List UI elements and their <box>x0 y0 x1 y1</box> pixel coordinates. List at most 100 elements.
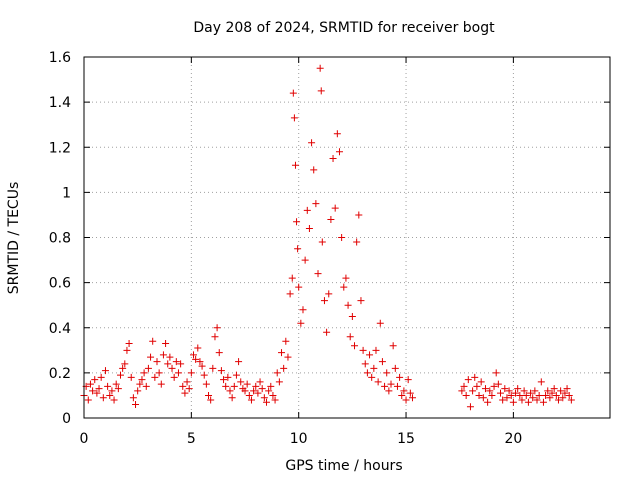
data-point <box>374 378 382 386</box>
data-point <box>170 373 178 381</box>
data-point <box>557 387 565 395</box>
x-axis-ticks: 0 5 10 15 20 <box>80 57 522 447</box>
data-point <box>290 114 298 122</box>
data-point <box>559 394 567 402</box>
data-point <box>260 394 268 402</box>
data-point <box>346 333 354 341</box>
data-point <box>331 204 339 212</box>
y-tick-label: 0 <box>62 411 71 427</box>
data-point <box>396 373 404 381</box>
data-point <box>149 337 157 345</box>
data-point <box>172 358 180 366</box>
data-point <box>393 382 401 390</box>
data-point <box>228 394 236 402</box>
data-point <box>269 391 277 399</box>
data-point <box>357 297 365 305</box>
data-point <box>471 373 479 381</box>
data-point <box>245 391 253 399</box>
data-point <box>230 382 238 390</box>
data-point <box>301 256 309 264</box>
data-point <box>462 391 470 399</box>
data-point <box>512 389 520 397</box>
data-point <box>162 340 170 348</box>
data-point <box>329 155 337 163</box>
data-point <box>492 369 500 377</box>
data-point <box>127 373 135 381</box>
y-tick-label: 1.6 <box>49 50 71 66</box>
data-point <box>353 238 361 246</box>
data-point <box>383 369 391 377</box>
y-axis-ticks: 0 0.2 0.4 0.6 0.8 1 1.2 1.4 1.6 <box>49 50 610 427</box>
data-point <box>295 283 303 291</box>
data-point <box>278 349 286 357</box>
data-point <box>376 319 384 327</box>
data-point <box>333 130 341 138</box>
data-point <box>389 342 397 350</box>
plot-frame <box>83 56 611 419</box>
data-point <box>305 224 313 232</box>
data-point <box>460 382 468 390</box>
data-point <box>159 351 167 359</box>
data-point <box>477 378 485 386</box>
data-point <box>189 351 197 359</box>
data-point <box>157 380 165 388</box>
data-point <box>494 380 502 388</box>
data-point <box>533 396 541 404</box>
data-point <box>567 396 575 404</box>
data-point <box>153 358 161 366</box>
data-point <box>267 382 275 390</box>
y-tick-label: 0.4 <box>49 321 71 337</box>
data-point <box>174 369 182 377</box>
data-point <box>125 340 133 348</box>
data-point <box>537 378 545 386</box>
data-point <box>288 274 296 282</box>
data-point <box>168 364 176 372</box>
data-point <box>323 328 331 336</box>
data-point <box>235 358 243 366</box>
data-point <box>499 396 507 404</box>
data-point <box>486 387 494 395</box>
data-point <box>303 206 311 214</box>
data-point <box>501 385 509 393</box>
data-point <box>552 391 560 399</box>
data-point <box>516 391 524 399</box>
data-point <box>194 344 202 352</box>
data-point <box>458 387 466 395</box>
data-point <box>327 215 335 223</box>
data-point <box>542 391 550 399</box>
data-point <box>408 394 416 402</box>
data-point <box>554 396 562 404</box>
data-point <box>490 382 498 390</box>
data-point <box>198 362 206 370</box>
data-point <box>507 391 515 399</box>
data-point <box>361 360 369 368</box>
data-point <box>291 161 299 169</box>
data-point <box>400 387 408 395</box>
data-point <box>340 283 348 291</box>
data-point <box>372 346 380 354</box>
data-point <box>398 391 406 399</box>
data-point <box>488 391 496 399</box>
data-point <box>179 382 187 390</box>
data-point <box>299 306 307 314</box>
data-point <box>335 148 343 156</box>
data-point <box>359 346 367 354</box>
data-point <box>529 394 537 402</box>
data-point <box>342 274 350 282</box>
data-point <box>183 378 191 386</box>
data-point <box>481 385 489 393</box>
x-tick-label: 10 <box>290 431 308 447</box>
data-point <box>475 391 483 399</box>
data-point <box>116 371 124 379</box>
data-point <box>527 389 535 397</box>
data-point <box>363 369 371 377</box>
y-tick-label: 0.2 <box>49 366 71 382</box>
data-point <box>385 387 393 395</box>
data-point <box>136 380 144 388</box>
data-point <box>89 387 97 395</box>
data-point <box>237 378 245 386</box>
data-point <box>108 387 116 395</box>
data-point <box>289 89 297 97</box>
data-point <box>140 369 148 377</box>
data-point <box>93 389 101 397</box>
